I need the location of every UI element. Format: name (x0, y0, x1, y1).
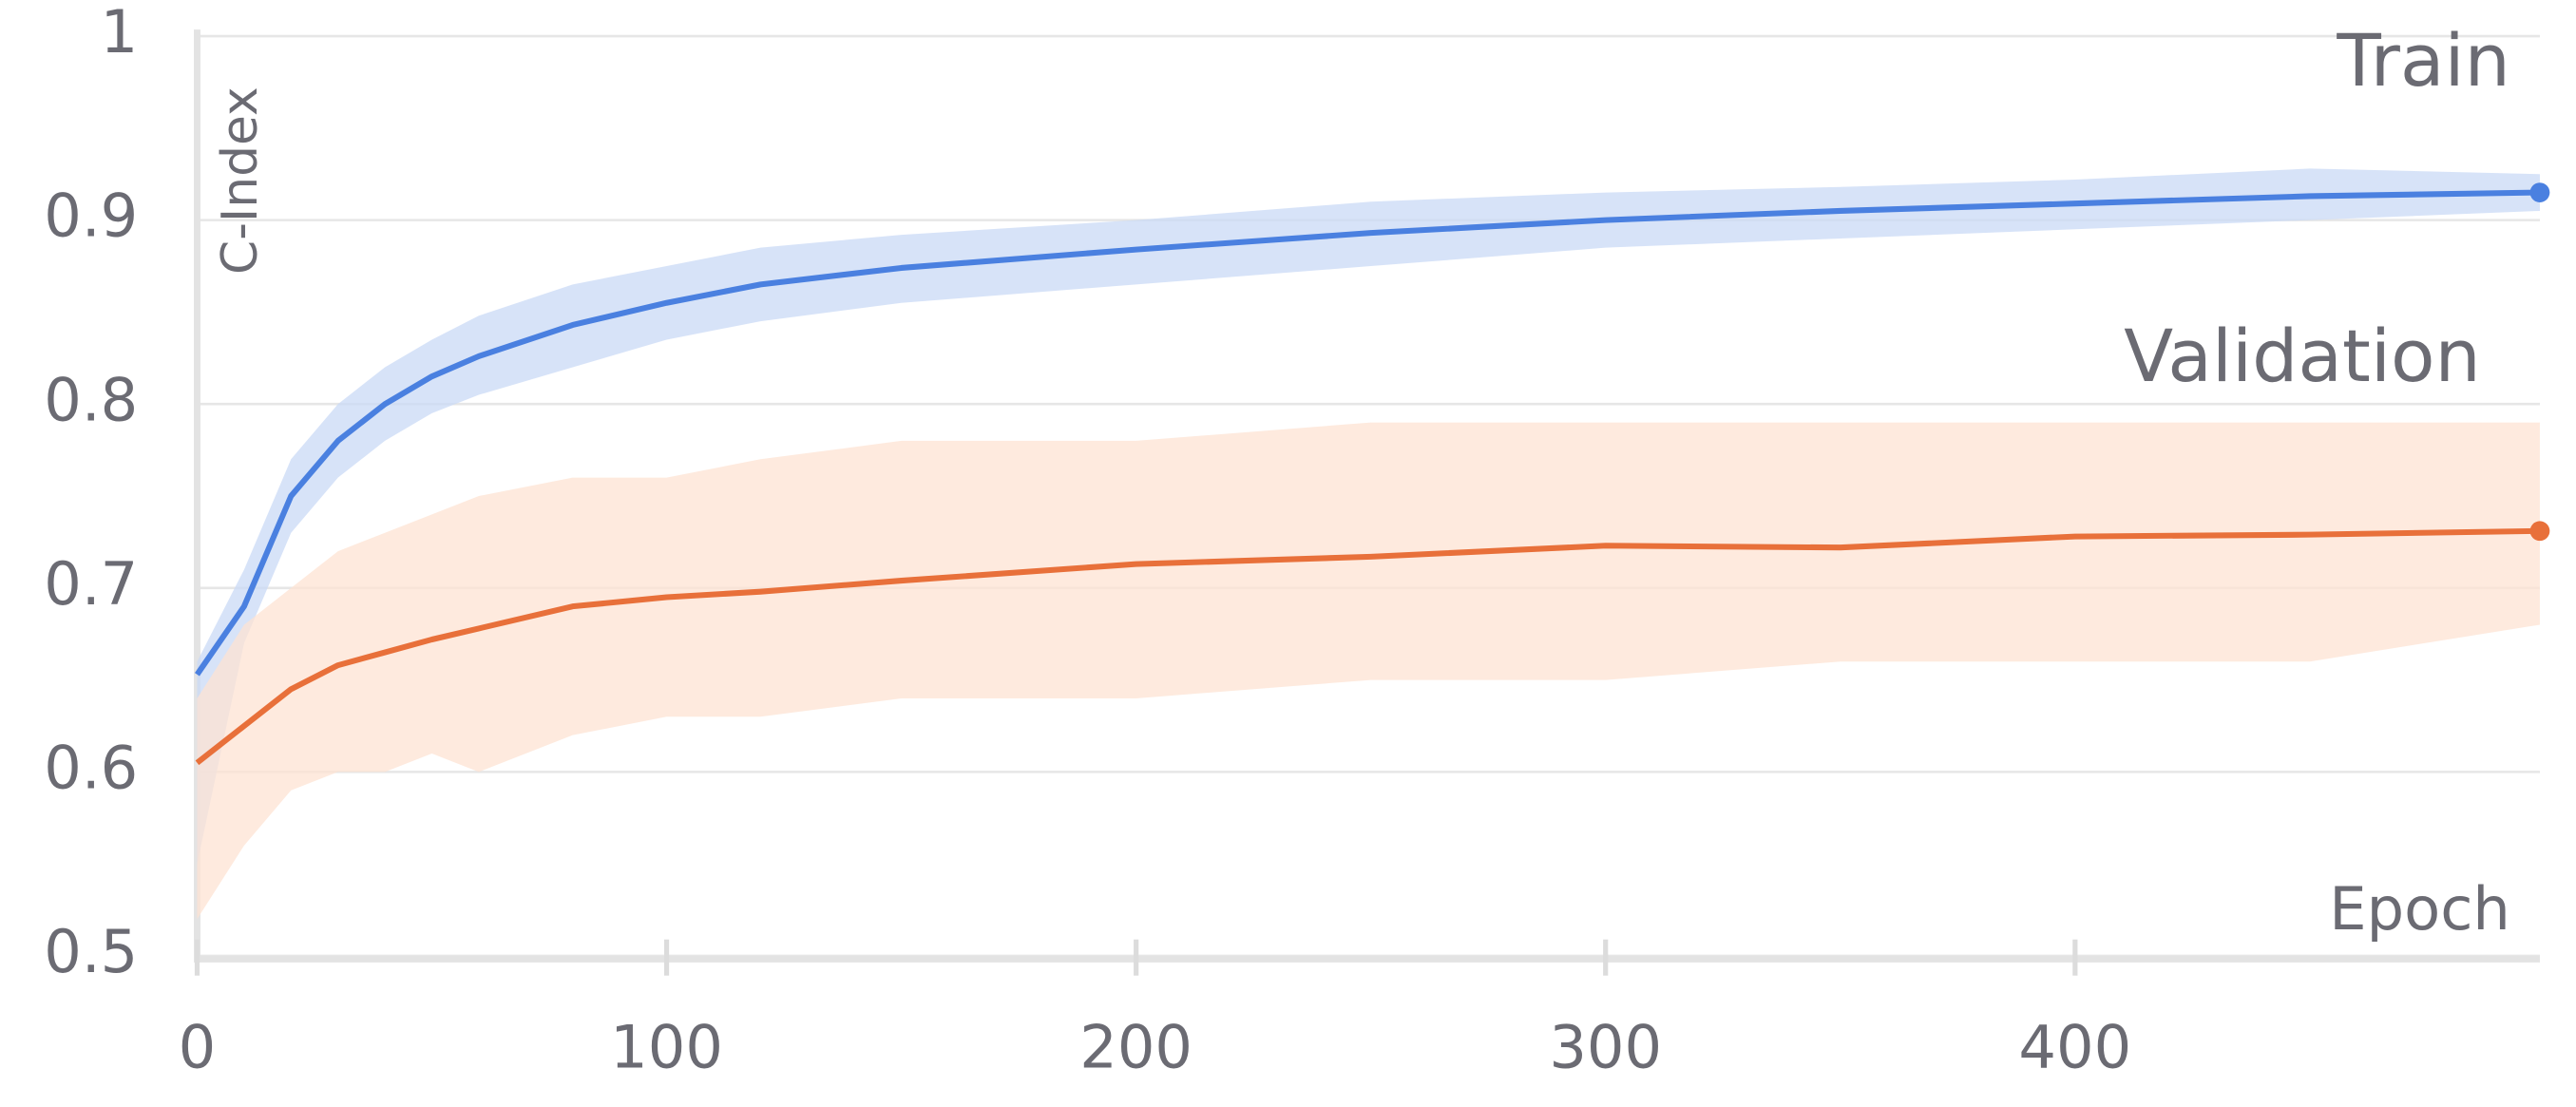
y-tick-label: 0.8 (44, 365, 138, 434)
x-axis-label: Epoch (2329, 874, 2510, 944)
y-tick-label: 0.7 (44, 549, 138, 619)
band (197, 422, 2540, 920)
x-tick-label: 200 (1079, 1012, 1193, 1081)
end-point (2529, 182, 2550, 202)
line (195, 527, 2541, 766)
line (194, 189, 2541, 677)
y-tick-label: 0.5 (44, 917, 138, 986)
series-label: Train (2336, 18, 2509, 103)
x-tick-label: 100 (610, 1012, 723, 1081)
x-tick-label: 0 (179, 1012, 217, 1081)
y-tick-label: 1 (101, 0, 139, 67)
y-tick-label: 0.6 (44, 733, 138, 802)
x-tick-label: 300 (1549, 1012, 1662, 1081)
end-point (2529, 521, 2550, 542)
x-tick-label: 400 (2018, 1012, 2131, 1081)
series-label: Validation (2124, 314, 2481, 398)
y-tick-label: 0.9 (44, 181, 138, 251)
y-axis-label: C-Index (212, 86, 269, 275)
